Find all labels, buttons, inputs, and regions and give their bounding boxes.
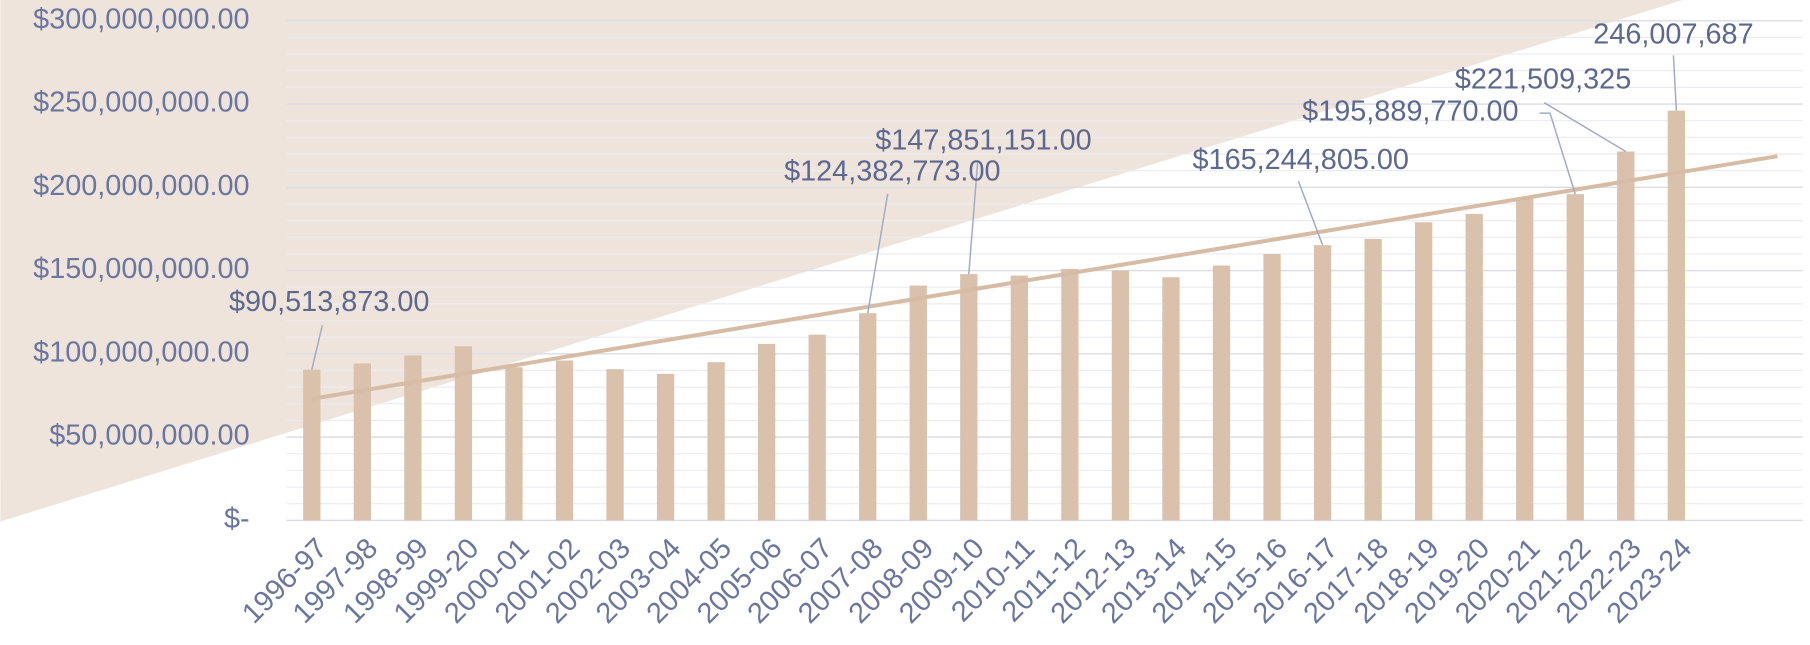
marks bbox=[303, 55, 1778, 521]
bar bbox=[1617, 151, 1635, 521]
bar bbox=[1263, 253, 1281, 521]
trendline bbox=[311, 154, 1778, 401]
y-tick-label: $50,000,000.00 bbox=[49, 420, 249, 452]
bar bbox=[758, 343, 776, 521]
y-tick-label: $150,000,000.00 bbox=[33, 253, 249, 285]
data-label: $147,851,151.00 bbox=[875, 125, 1091, 157]
leader-line bbox=[866, 193, 889, 314]
bar bbox=[1465, 213, 1483, 521]
bar bbox=[1162, 277, 1180, 521]
leader-line bbox=[1543, 102, 1627, 153]
leader-line bbox=[1539, 112, 1576, 195]
y-tick-label: $300,000,000.00 bbox=[33, 3, 249, 35]
data-label: $124,382,773.00 bbox=[784, 156, 1000, 188]
bar bbox=[1364, 238, 1382, 521]
leader-line bbox=[1672, 55, 1678, 111]
data-label: $90,513,873.00 bbox=[229, 286, 429, 318]
bar bbox=[859, 313, 877, 521]
y-tick-label: $- bbox=[224, 503, 250, 535]
y-tick-label: $100,000,000.00 bbox=[33, 336, 249, 368]
bar bbox=[707, 362, 725, 521]
bar bbox=[404, 355, 422, 521]
bar bbox=[960, 274, 978, 521]
bar bbox=[1313, 245, 1332, 521]
data-label: $221,509,325 bbox=[1455, 63, 1631, 95]
grid bbox=[286, 20, 1803, 522]
bar bbox=[1566, 194, 1584, 521]
y-tick-label: $200,000,000.00 bbox=[33, 170, 249, 202]
leader-line bbox=[311, 325, 324, 370]
bar bbox=[1111, 270, 1130, 521]
bar bbox=[353, 363, 371, 521]
bar bbox=[1516, 197, 1534, 521]
bar bbox=[1415, 222, 1433, 521]
bar bbox=[454, 346, 473, 521]
data-label: $165,244,805.00 bbox=[1193, 144, 1409, 176]
bar bbox=[1061, 268, 1079, 521]
leader-line bbox=[1297, 180, 1324, 246]
bar bbox=[555, 360, 574, 521]
bar bbox=[303, 369, 321, 521]
leader-line bbox=[968, 161, 979, 275]
bar bbox=[656, 373, 675, 521]
bar bbox=[1212, 265, 1231, 521]
bar bbox=[1010, 275, 1028, 521]
bar bbox=[505, 367, 523, 521]
bar bbox=[1667, 110, 1685, 521]
bar bbox=[909, 285, 927, 521]
data-label: 246,007,687 bbox=[1593, 18, 1753, 50]
y-tick-label: $250,000,000.00 bbox=[33, 87, 249, 119]
data-label: $195,889,770.00 bbox=[1302, 96, 1518, 128]
bar bbox=[808, 334, 826, 521]
bar bbox=[606, 369, 624, 521]
